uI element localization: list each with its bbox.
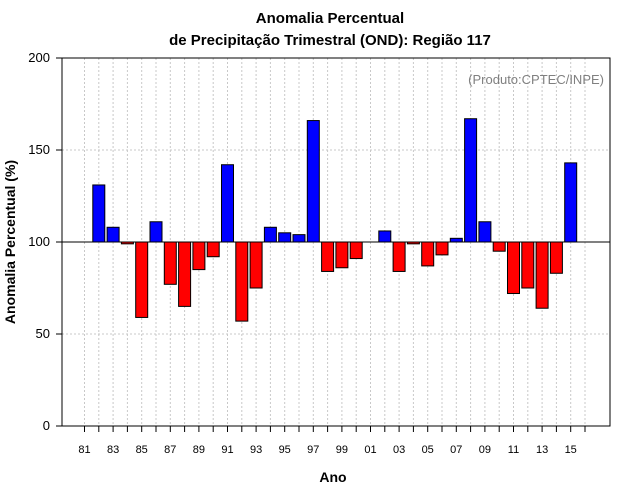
bar-12 bbox=[521, 241, 535, 289]
bar-13 bbox=[535, 241, 549, 309]
x-tick-label: 05 bbox=[422, 444, 434, 456]
y-tick-label: 100 bbox=[28, 234, 50, 249]
x-tick-label: 01 bbox=[364, 444, 376, 456]
y-tick-label: 0 bbox=[43, 418, 50, 433]
bar-89 bbox=[192, 241, 206, 271]
bar-85 bbox=[135, 241, 149, 318]
x-tick-label: 83 bbox=[107, 444, 119, 456]
x-tick-label: 15 bbox=[565, 444, 577, 456]
chart-title-line1: Anomalia Percentual bbox=[256, 10, 404, 27]
x-tick-label: 81 bbox=[78, 444, 90, 456]
x-axis-label: Ano bbox=[319, 469, 346, 485]
bar-96 bbox=[292, 234, 306, 243]
x-tick-label: 13 bbox=[536, 444, 548, 456]
y-axis: 0 50 100 150 200 bbox=[28, 50, 62, 433]
x-tick-label: 85 bbox=[136, 444, 148, 456]
bar-03 bbox=[392, 241, 406, 272]
x-tick-label: 93 bbox=[250, 444, 262, 456]
y-axis-label: Anomalia Percentual (%) bbox=[2, 160, 18, 324]
bar-87 bbox=[163, 241, 177, 285]
x-tick-label: 95 bbox=[279, 444, 291, 456]
x-tick-label: 97 bbox=[307, 444, 319, 456]
bar-94 bbox=[263, 226, 277, 243]
bar-98 bbox=[321, 241, 335, 272]
bar-11 bbox=[507, 241, 520, 295]
bar-10 bbox=[492, 241, 506, 252]
bar-88 bbox=[178, 241, 192, 307]
x-tick-label: 11 bbox=[508, 444, 519, 456]
y-tick-label: 50 bbox=[36, 326, 50, 341]
bar-90 bbox=[206, 241, 220, 258]
bar-92 bbox=[235, 241, 249, 322]
bar-02 bbox=[378, 230, 392, 243]
bars bbox=[92, 118, 578, 322]
x-tick-label: 03 bbox=[393, 444, 405, 456]
bar-83 bbox=[106, 226, 120, 243]
x-tick-label: 91 bbox=[221, 444, 233, 456]
chart-title-line2: de Precipitação Trimestral (OND): Região… bbox=[169, 32, 491, 49]
x-axis: 81 83 85 87 89 91 93 95 97 99 01 03 05 07 09 11 13 15 bbox=[78, 426, 586, 456]
y-tick-label: 200 bbox=[28, 50, 50, 65]
source-annotation: (Produto:CPTEC/INPE) bbox=[468, 72, 604, 87]
bar-14 bbox=[549, 241, 563, 274]
bar-86 bbox=[149, 221, 163, 243]
bar-07 bbox=[449, 237, 463, 243]
x-tick-label: 07 bbox=[450, 444, 462, 456]
bar-99 bbox=[335, 241, 349, 269]
bar-15 bbox=[564, 162, 578, 243]
bar-93 bbox=[249, 241, 263, 289]
bar-00 bbox=[349, 241, 363, 260]
bar-82 bbox=[92, 184, 106, 243]
bar-97 bbox=[306, 120, 320, 243]
bar-08 bbox=[464, 118, 478, 243]
y-tick-label: 150 bbox=[28, 142, 50, 157]
x-tick-label: 89 bbox=[193, 444, 205, 456]
bar-95 bbox=[278, 232, 292, 243]
bar-91 bbox=[221, 164, 234, 243]
bar-05 bbox=[421, 241, 435, 267]
bar-09 bbox=[478, 221, 492, 243]
bar-06 bbox=[435, 241, 449, 256]
x-tick-label: 87 bbox=[164, 444, 176, 456]
x-tick-label: 99 bbox=[336, 444, 348, 456]
x-tick-label: 09 bbox=[479, 444, 491, 456]
